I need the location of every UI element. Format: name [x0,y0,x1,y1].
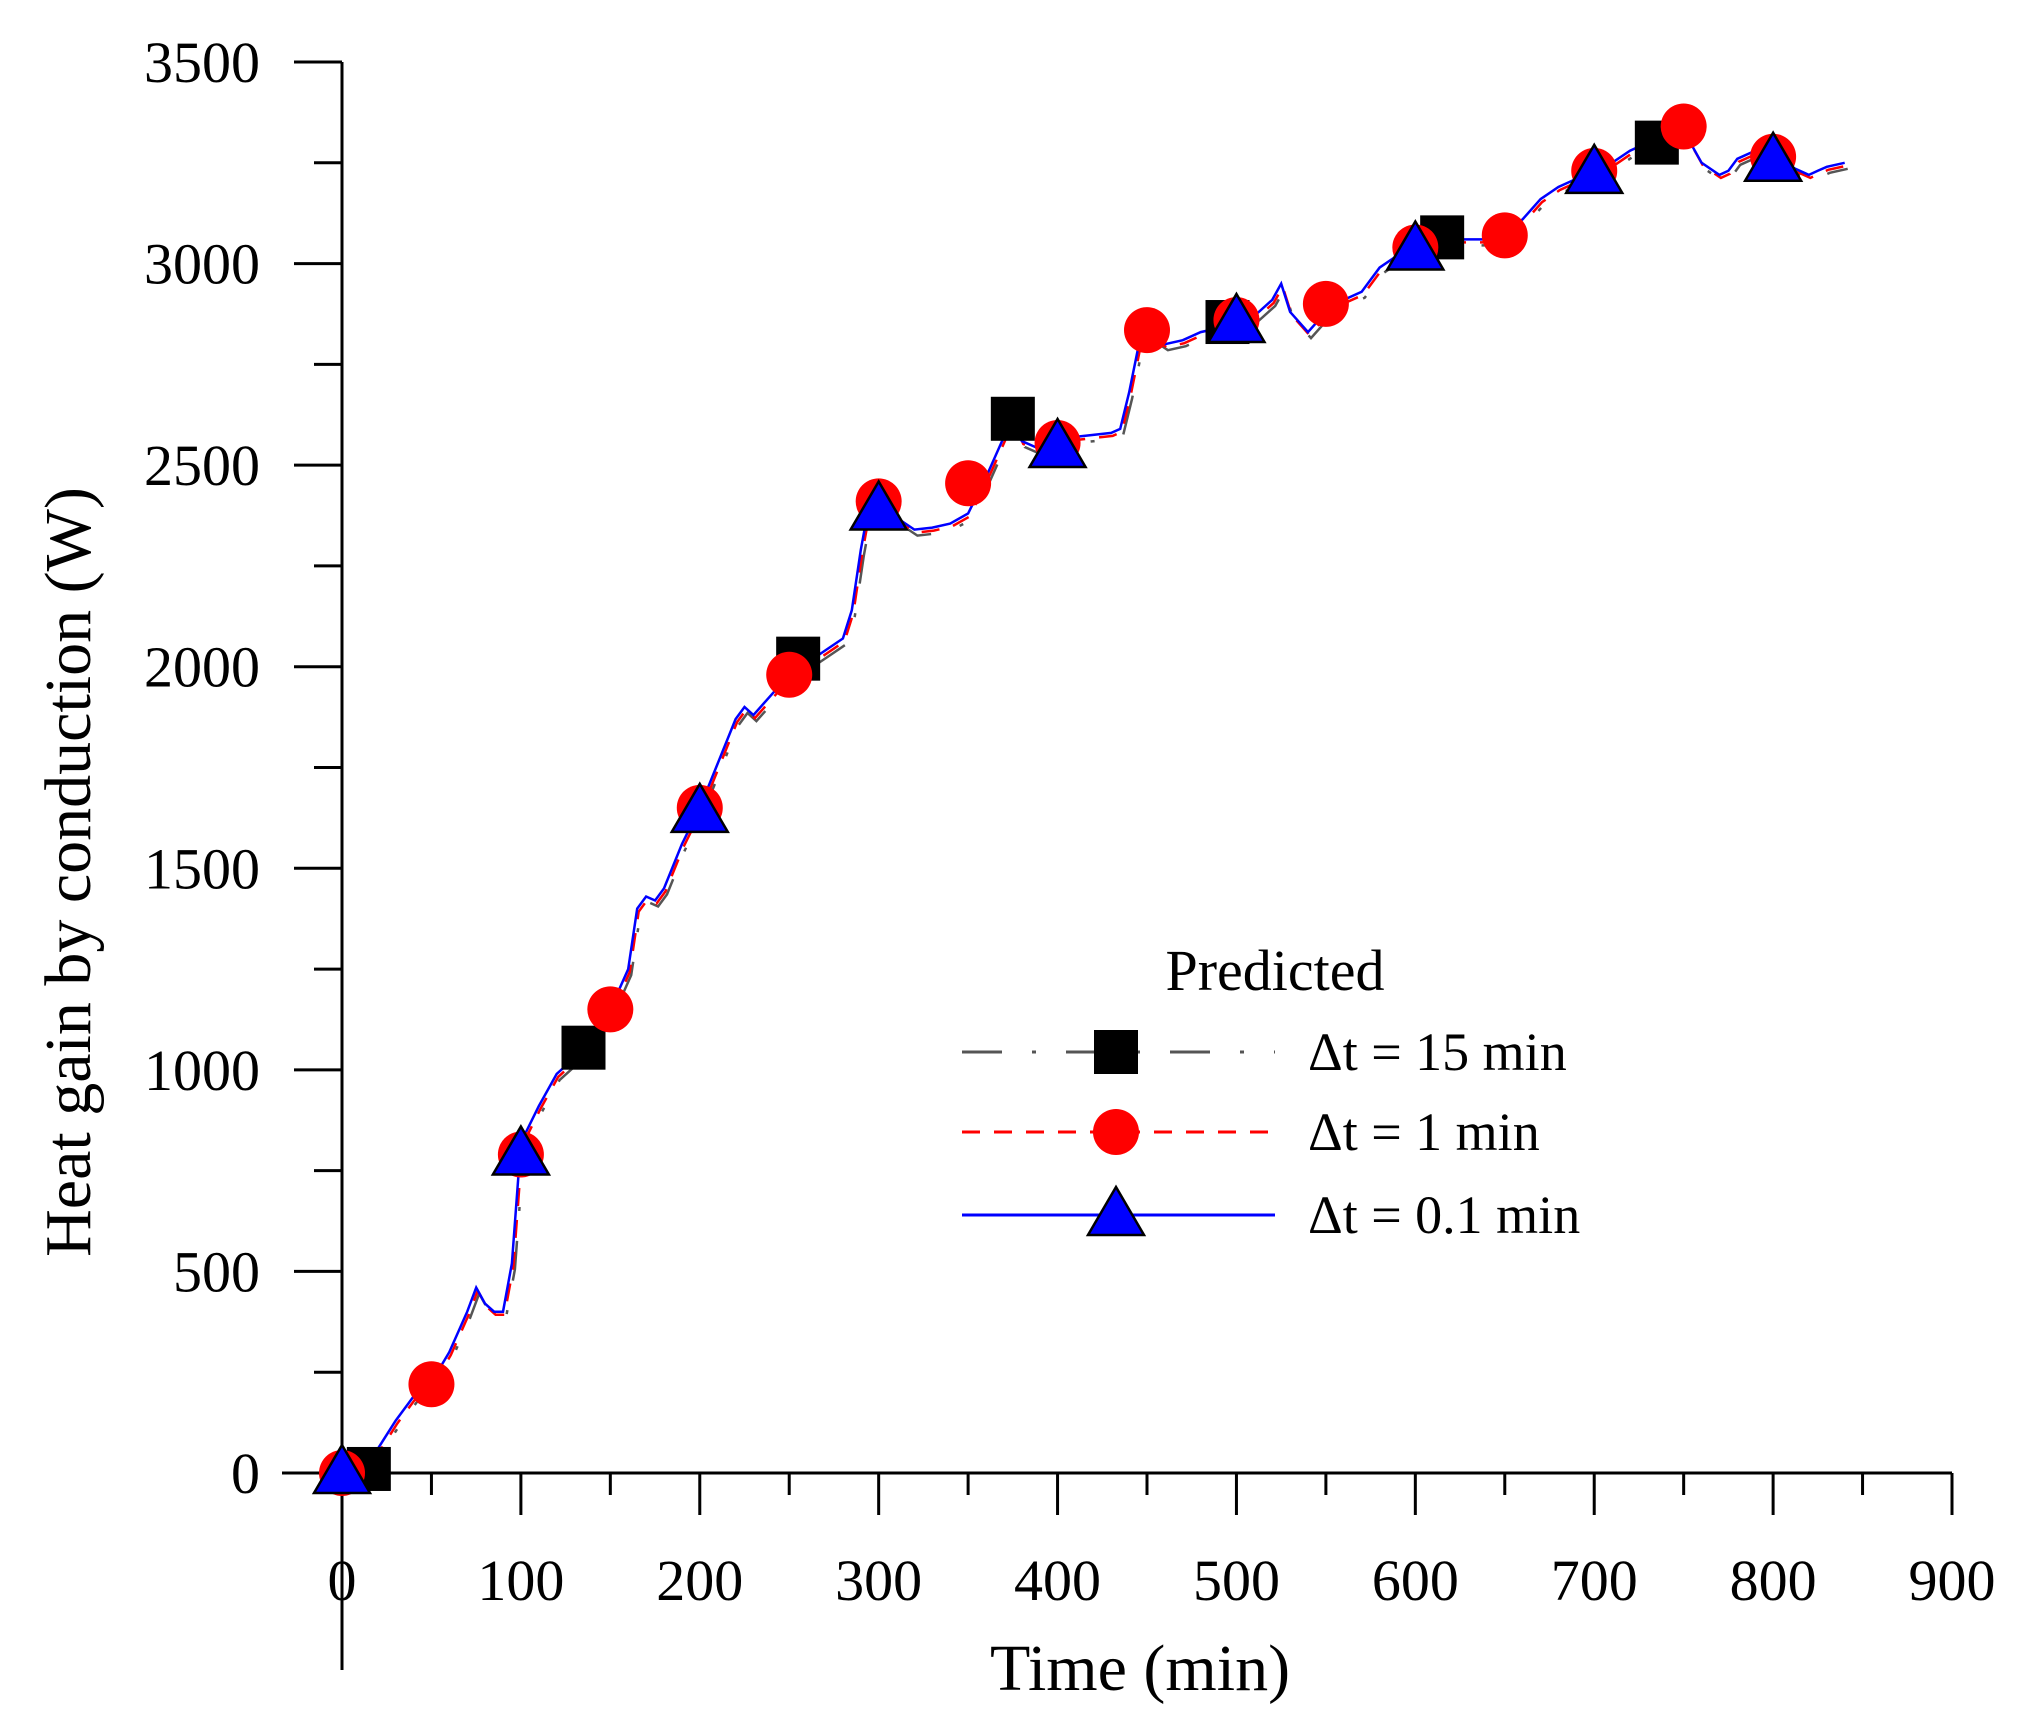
series-marker [587,986,634,1033]
x-tick-label: 800 [1730,1548,1817,1613]
plot-markers [311,103,1804,1496]
series-marker [1302,280,1349,327]
series-marker [848,479,909,531]
x-tick-label: 400 [1014,1548,1101,1613]
series-marker [311,1442,373,1495]
legend-marker [1085,1184,1147,1237]
legend-marker [1093,1109,1139,1155]
y-tick-label: 1000 [144,1038,260,1103]
series-marker [766,651,813,698]
legend-title: Predicted [1165,938,1384,1003]
legend-label: Δt = 15 min [1308,1022,1567,1082]
y-tick-label: 500 [173,1239,260,1304]
axes [282,62,1952,1670]
series-marker [1385,218,1446,271]
legend-label: Δt = 0.1 min [1308,1185,1580,1245]
y-tick-label: 3500 [144,30,260,95]
legend-label: Δt = 1 min [1308,1102,1540,1162]
legend-marker [1094,1030,1138,1074]
y-tick-label: 2500 [144,433,260,498]
x-tick-label: 600 [1372,1548,1459,1613]
series-line [342,131,1847,1478]
series-marker [1660,103,1707,150]
series-marker [1742,130,1804,183]
x-axis-title: Time (min) [990,1632,1290,1705]
x-tick-label: 200 [656,1548,743,1613]
x-tick-label: 0 [328,1548,357,1613]
series-marker [1027,416,1088,469]
series-line [341,128,1845,1475]
series-marker [1564,142,1625,195]
series-marker [1206,291,1267,344]
x-tick-label: 700 [1551,1548,1638,1613]
y-tick-label: 2000 [144,635,260,700]
series-marker [945,460,992,507]
series-marker [408,1361,455,1408]
series-marker [490,1124,552,1176]
plot-lines [341,128,1848,1481]
y-axis-ticks: 0 500 1000 1500 2000 2500 3000 3500 [144,30,342,1506]
y-tick-label: 3000 [144,232,260,297]
series-marker [669,781,730,834]
x-tick-label: 500 [1193,1548,1280,1613]
x-axis-ticks: 0 100 200 300 400 500 600 700 800 900 [328,1473,1996,1613]
series-marker [561,1025,606,1070]
y-tick-label: 1500 [144,836,260,901]
x-tick-label: 100 [477,1548,564,1613]
x-tick-label: 300 [835,1548,922,1613]
series-marker [1124,307,1170,354]
series-line [344,134,1848,1481]
series-marker [990,396,1035,441]
series-marker [1481,212,1528,259]
legend: Predicted Δt = 15 min Δt = 1 min Δt = 0.1 … [962,938,1580,1245]
y-tick-label: 0 [231,1441,260,1506]
y-axis-title: Heat gain by conduction (W) [32,487,105,1257]
x-tick-label: 900 [1909,1548,1996,1613]
